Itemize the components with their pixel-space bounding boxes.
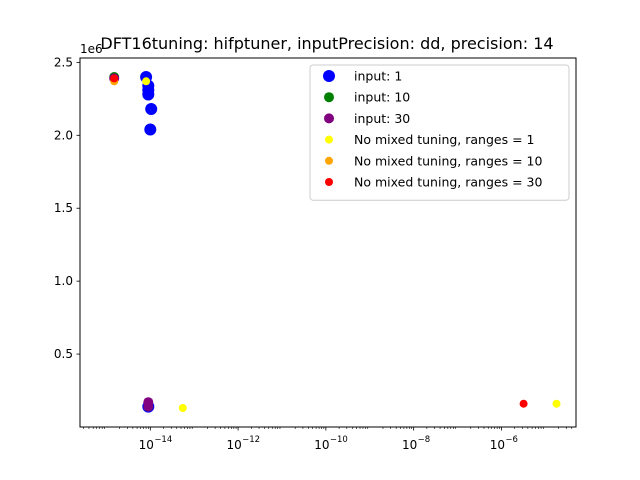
x-tick-label-4: 10 bbox=[402, 438, 417, 452]
x-tick-exponent-3: −10 bbox=[330, 435, 348, 445]
series-4 bbox=[142, 77, 561, 412]
point-series-4-2 bbox=[178, 404, 187, 412]
point-series-3-3 bbox=[143, 401, 154, 412]
series-6 bbox=[110, 74, 528, 408]
point-series-4-3 bbox=[552, 399, 561, 408]
x-tick-exponent-4: −8 bbox=[418, 435, 431, 445]
x-tick-label-1: 10 bbox=[139, 438, 154, 452]
data-points bbox=[109, 71, 561, 413]
y-tick-label-3: 1.5 bbox=[54, 201, 73, 215]
x-axis: 10 −14 10 −12 10 −10 10 −8 10 −6 bbox=[83, 427, 573, 452]
legend-marker-4 bbox=[325, 135, 333, 144]
legend-marker-2 bbox=[324, 92, 334, 103]
point-series-1-5 bbox=[145, 103, 158, 115]
plot-area bbox=[79, 57, 577, 428]
legend-label-6: No mixed tuning, ranges = 30 bbox=[354, 175, 542, 190]
y-tick-label-2: 1.0 bbox=[54, 274, 73, 288]
x-tick-label-2: 10 bbox=[226, 438, 241, 452]
legend-box bbox=[309, 64, 570, 201]
point-series-4-1 bbox=[142, 77, 151, 86]
legend-label-5: No mixed tuning, ranges = 10 bbox=[354, 153, 542, 168]
legend-marker-5 bbox=[325, 156, 333, 165]
point-series-6-2 bbox=[519, 399, 528, 408]
x-tick-label-5: 10 bbox=[490, 438, 505, 452]
point-series-1-6 bbox=[144, 123, 157, 136]
point-series-6-1 bbox=[110, 74, 119, 83]
legend-marker-3 bbox=[324, 113, 334, 124]
y-tick-label-4: 2.0 bbox=[54, 128, 73, 142]
x-tick-exponent-5: −6 bbox=[505, 435, 518, 445]
y-tick-label-5: 2.5 bbox=[54, 55, 73, 69]
legend: input: 1 input: 10 input: 30 No mixed tunin… bbox=[309, 64, 570, 201]
legend-marker-6 bbox=[325, 178, 333, 186]
x-tick-exponent-1: −14 bbox=[154, 435, 172, 445]
x-tick-label-3: 10 bbox=[314, 438, 329, 452]
chart-title: DFT16tuning: hifptuner, inputPrecision: … bbox=[100, 34, 553, 53]
y-axis-offset-label: 1e6 bbox=[80, 42, 103, 56]
x-tick-exponent-2: −12 bbox=[242, 435, 260, 445]
y-tick-label-1: 0.5 bbox=[54, 347, 73, 361]
legend-label-4: No mixed tuning, ranges = 1 bbox=[354, 132, 535, 147]
legend-marker-1 bbox=[323, 70, 335, 82]
y-axis: 0.5 1.0 1.5 2.0 2.5 bbox=[54, 55, 80, 361]
legend-label-3: input: 30 bbox=[354, 111, 410, 126]
legend-label-2: input: 10 bbox=[354, 90, 410, 105]
legend-label-1: input: 1 bbox=[354, 69, 402, 84]
point-series-1-4 bbox=[142, 88, 155, 101]
